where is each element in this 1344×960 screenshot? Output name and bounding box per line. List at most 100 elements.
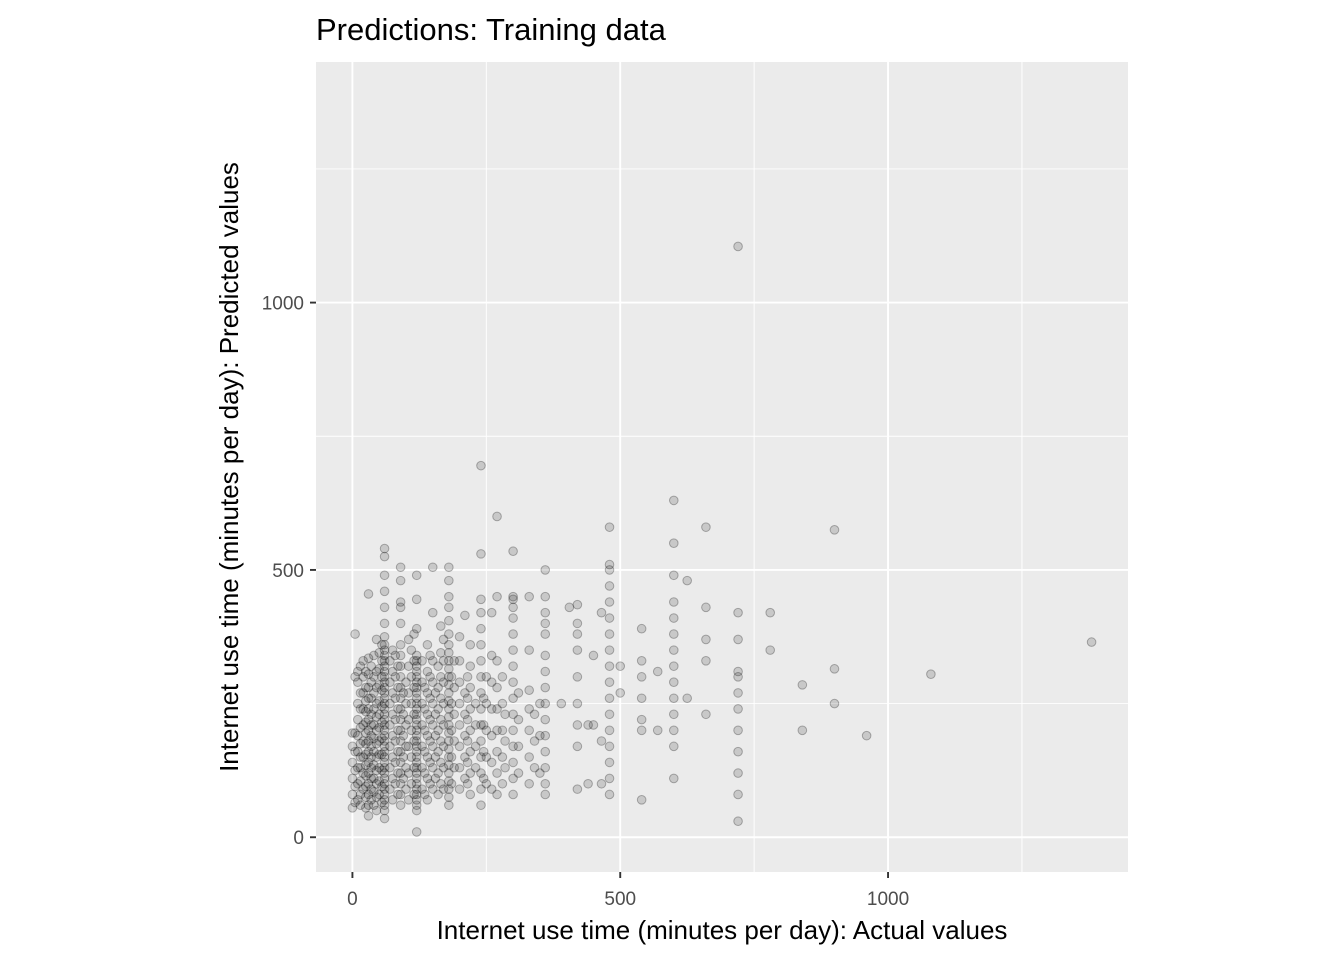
grid-lines (316, 62, 1128, 872)
data-point (403, 661, 414, 671)
data-point (668, 693, 679, 704)
plot-panel (316, 62, 1128, 872)
data-point (390, 757, 401, 768)
data-point (433, 661, 443, 671)
data-point (433, 682, 443, 693)
data-point (433, 725, 443, 736)
data-point (486, 757, 497, 768)
data-point (363, 757, 374, 768)
data-point (460, 730, 470, 741)
data-point (508, 594, 518, 605)
data-point (460, 773, 470, 784)
data-point (444, 800, 454, 810)
data-point (355, 661, 366, 671)
data-point (363, 746, 374, 757)
data-point (417, 762, 427, 773)
data-point (465, 746, 476, 757)
data-point (497, 752, 508, 762)
data-point (540, 618, 551, 629)
data-point (347, 757, 358, 768)
data-point (540, 698, 551, 709)
data-point (411, 688, 422, 698)
data-point (355, 722, 366, 733)
data-point (668, 645, 679, 655)
data-point (444, 728, 454, 738)
data-point (422, 773, 433, 784)
data-point (369, 672, 379, 682)
data-point (508, 677, 518, 687)
data-point (361, 696, 371, 706)
data-point (636, 672, 647, 682)
data-point (422, 666, 433, 677)
data-point (361, 749, 371, 760)
data-point (478, 720, 489, 730)
data-point (395, 704, 406, 714)
data-point (411, 784, 422, 794)
data-point (476, 623, 486, 634)
data-point (411, 741, 422, 752)
data-point (615, 688, 626, 698)
data-point (403, 795, 414, 805)
data-point (596, 736, 607, 746)
data-point (470, 762, 481, 773)
data-point (355, 762, 366, 773)
data-point (358, 688, 368, 698)
data-point (422, 730, 433, 741)
data-point (374, 736, 385, 746)
data-point (369, 787, 379, 797)
data-point (379, 773, 390, 784)
data-point (369, 733, 379, 744)
data-point (390, 693, 401, 704)
data-point (379, 693, 390, 704)
data-point (524, 778, 534, 789)
data-point (352, 698, 363, 709)
data-point (524, 752, 534, 762)
data-point (352, 677, 363, 687)
data-point (444, 639, 454, 650)
data-point (395, 736, 406, 746)
data-point (861, 730, 872, 741)
data-point (385, 762, 395, 773)
data-point (462, 693, 473, 704)
data-point (390, 714, 401, 725)
data-point (369, 800, 379, 810)
data-point (513, 688, 524, 698)
data-point (513, 714, 524, 725)
data-point (411, 778, 422, 789)
data-point (347, 803, 358, 813)
data-point (379, 736, 390, 746)
data-point (446, 698, 457, 709)
data-point (444, 776, 454, 786)
data-point (540, 666, 551, 677)
data-point (733, 672, 743, 682)
data-point (395, 693, 406, 704)
data-point (500, 709, 510, 720)
data-point (358, 784, 368, 794)
data-point (379, 795, 390, 805)
data-point (829, 664, 840, 674)
data-point (374, 722, 385, 733)
data-point (733, 634, 743, 645)
data-point (355, 688, 366, 698)
data-point (363, 693, 374, 704)
data-point (361, 728, 371, 738)
data-point (379, 730, 390, 741)
x-tick-label: 1000 (867, 889, 909, 910)
data-point (470, 698, 481, 709)
data-point (733, 725, 743, 736)
data-point (733, 666, 743, 677)
data-point (395, 661, 406, 671)
data-point (395, 682, 406, 693)
data-point (379, 551, 390, 562)
data-point (369, 650, 379, 661)
data-point (347, 741, 358, 752)
data-point (409, 656, 419, 666)
data-point (425, 714, 435, 725)
data-point (438, 698, 449, 709)
data-point (668, 597, 679, 607)
data-point (636, 623, 647, 634)
data-point (422, 639, 433, 650)
data-point (352, 762, 363, 773)
data-point (508, 645, 518, 655)
data-point (425, 778, 435, 789)
